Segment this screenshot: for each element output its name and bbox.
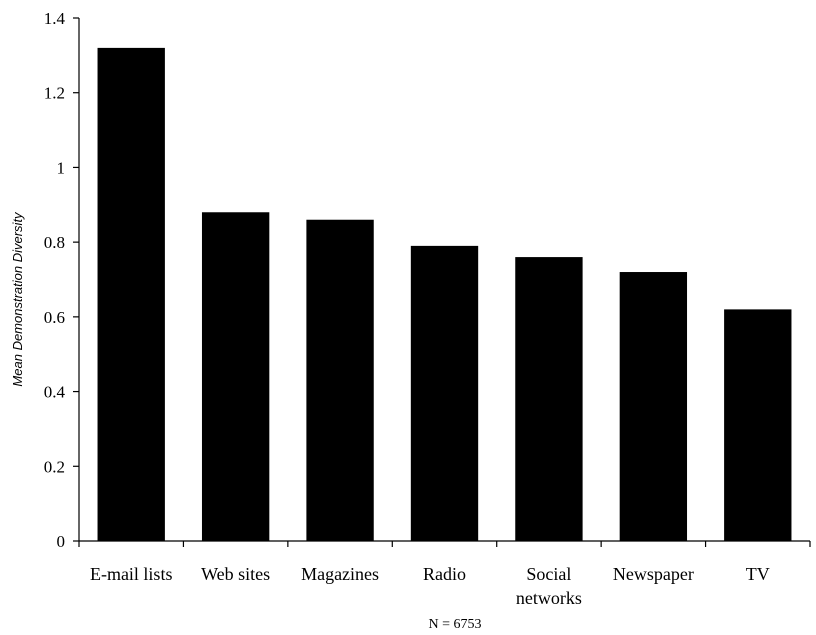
bar (97, 47, 165, 542)
bar (724, 309, 792, 541)
x-tick-label: networks (516, 588, 582, 608)
bar (410, 245, 479, 541)
x-tick-label: E-mail lists (90, 564, 173, 584)
x-axis: E-mail lists Web sites Magazines Radio Socia… (78, 540, 811, 608)
bar (515, 257, 583, 541)
bar (306, 219, 374, 541)
y-tick-label: 1 (57, 158, 66, 177)
bar (201, 212, 270, 541)
y-tick-label: 1.4 (44, 9, 66, 28)
y-tick-label: 0 (57, 532, 66, 551)
bar (619, 272, 688, 541)
y-axis-label: Mean Demonstration Diversity (10, 211, 25, 387)
sample-size-note: N = 6753 (428, 617, 481, 632)
x-tick-label: Social (526, 564, 571, 584)
bars (97, 47, 792, 542)
y-tick-label: 0.4 (44, 383, 66, 402)
y-tick-label: 0.6 (44, 308, 65, 327)
y-tick-label: 1.2 (44, 84, 65, 103)
x-tick-label: Magazines (301, 564, 379, 584)
x-tick-label: Radio (423, 564, 466, 584)
x-tick-label: TV (746, 564, 770, 584)
x-tick-label: Newspaper (613, 564, 694, 584)
y-tick-label: 0.8 (44, 233, 65, 252)
x-tick-label: Web sites (201, 564, 270, 584)
y-axis: 0 0.2 0.4 0.6 0.8 1 1.2 1.4 (44, 9, 80, 551)
y-tick-label: 0.2 (44, 457, 65, 476)
